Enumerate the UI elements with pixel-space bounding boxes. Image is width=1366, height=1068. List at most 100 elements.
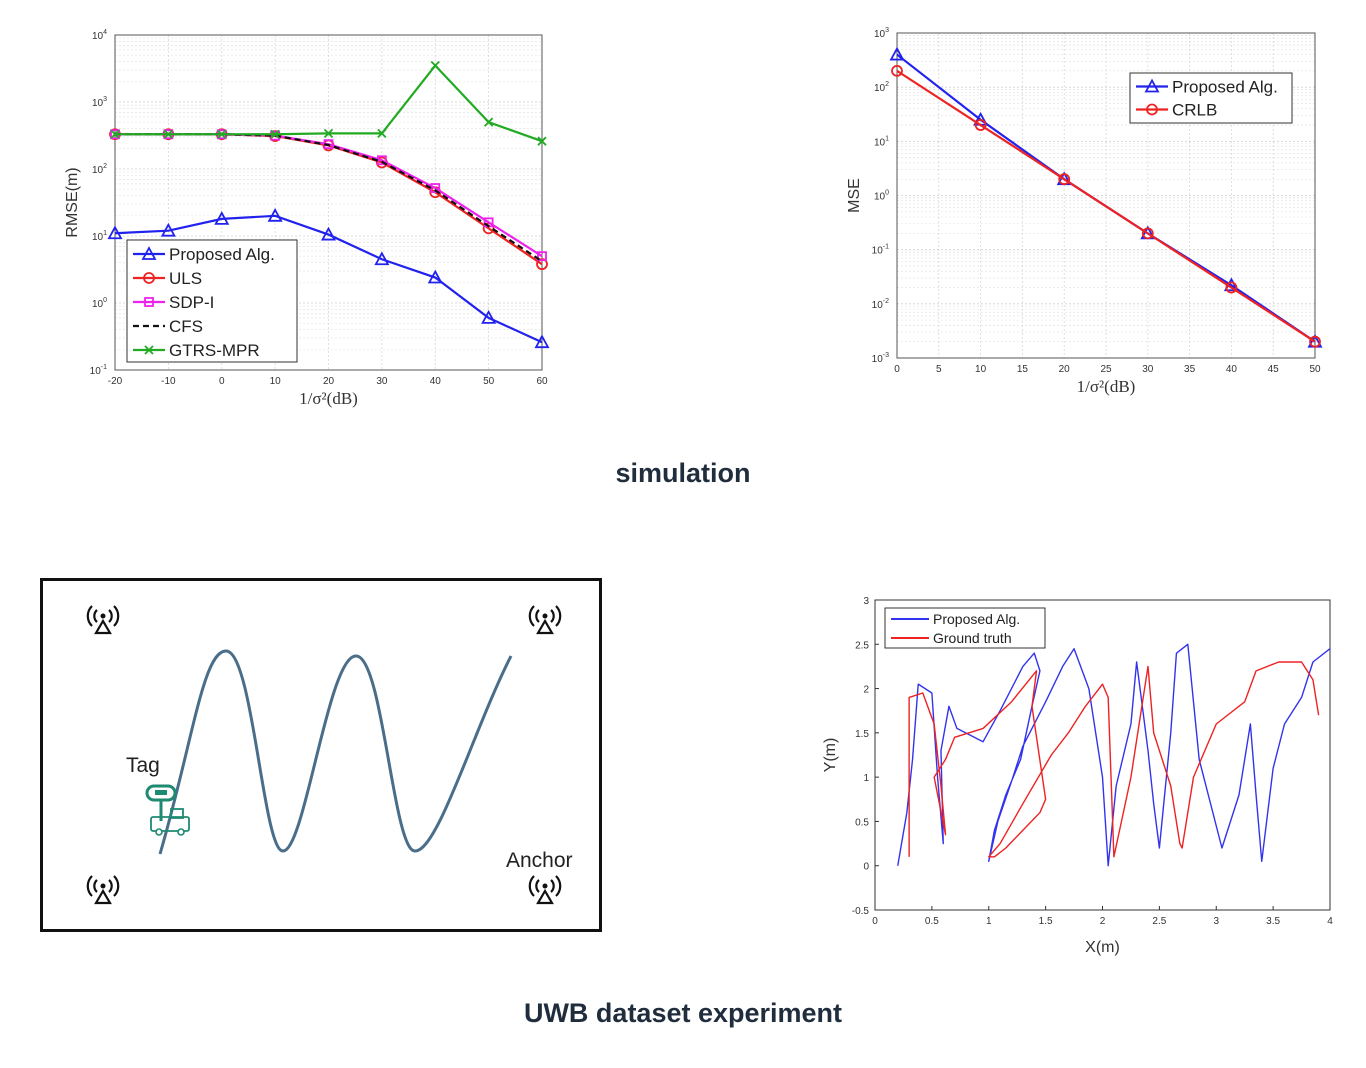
x-axis-label: X(m) — [1085, 939, 1120, 956]
y-tick-label: 0.5 — [855, 817, 869, 828]
x-tick-label: 0 — [872, 916, 878, 927]
y-tick-label: 10-1 — [90, 364, 107, 377]
y-tick-label: 103 — [92, 96, 107, 109]
data-point — [163, 129, 174, 139]
data-point — [430, 60, 440, 71]
y-tick-label: 10-1 — [872, 244, 889, 257]
data-point — [270, 129, 280, 139]
x-tick-label: 3 — [1213, 916, 1219, 927]
data-point — [427, 269, 443, 284]
y-axis-label: MSE — [846, 178, 863, 213]
x-tick-label: -10 — [161, 376, 176, 387]
y-tick-label: 102 — [92, 163, 107, 176]
y-tick-label: 100 — [92, 297, 107, 310]
y-tick-label: 1.5 — [855, 729, 869, 740]
data-point — [323, 128, 334, 139]
simulation-caption: simulation — [615, 458, 751, 488]
plot-frame — [896, 32, 1316, 359]
legend-marker — [141, 246, 157, 260]
mse-chart: 0 5 10 15 20 25 30 35 40 45 50 10-3 10-2 10-1 100 101 10… — [846, 27, 1323, 396]
y-tick-label: 101 — [874, 135, 889, 148]
series-line — [896, 69, 1316, 343]
legend-box — [1129, 72, 1293, 124]
legend-label: CRLB — [1172, 101, 1217, 120]
trajectory-curve — [158, 649, 513, 855]
legend-marker — [144, 297, 154, 307]
data-point — [537, 251, 547, 262]
x-tick-label: 20 — [1059, 364, 1071, 375]
x-tick-label: 0 — [894, 364, 900, 375]
data-point — [430, 183, 441, 193]
y-tick-label: 3 — [863, 596, 869, 607]
x-tick-label: 10 — [270, 376, 282, 387]
legend-marker — [1146, 103, 1158, 116]
legend-label: ULS — [169, 269, 202, 288]
y-tick-label: -0.5 — [852, 906, 870, 917]
data-point — [1058, 173, 1071, 186]
uwb-scene-diagram: Tag Anchor — [40, 578, 602, 932]
data-point — [974, 119, 987, 131]
tag-vehicle-icon — [145, 784, 190, 836]
legend-label: SDP-I — [169, 293, 214, 312]
x-tick-label: 4 — [1327, 916, 1333, 927]
x-tick-label: 10 — [975, 364, 987, 375]
wireless-anchor-icon — [86, 605, 120, 635]
legend-label: GTRS-MPR — [169, 341, 260, 360]
x-tick-label: 0.5 — [925, 916, 939, 927]
x-tick-label: 50 — [483, 376, 495, 387]
data-point — [1141, 227, 1154, 240]
wireless-anchor-icon — [86, 875, 120, 905]
data-point — [889, 46, 905, 61]
data-point — [374, 251, 390, 266]
x-tick-label: 40 — [1226, 364, 1238, 375]
x-tick-label: 50 — [1309, 364, 1321, 375]
legend-label: Proposed Alg. — [169, 245, 275, 264]
series-line — [114, 214, 543, 344]
data-point — [1225, 281, 1238, 294]
x-tick-label: -20 — [108, 376, 123, 387]
x-tick-label: 30 — [376, 376, 388, 387]
y-tick-label: 103 — [874, 27, 889, 40]
data-point — [110, 129, 120, 139]
plot-frame — [874, 599, 1331, 911]
x-tick-label: 2.5 — [1152, 916, 1166, 927]
legend-box — [884, 607, 1046, 649]
data-point — [891, 64, 903, 77]
legend-label: Ground truth — [933, 630, 1012, 646]
y-tick-label: 100 — [874, 190, 889, 203]
legend-label: Proposed Alg. — [1172, 78, 1278, 97]
x-tick-label: 45 — [1268, 364, 1280, 375]
data-point — [483, 117, 494, 127]
y-tick-label: 101 — [92, 230, 107, 243]
wireless-anchor-icon — [528, 605, 562, 635]
data-point — [1309, 335, 1321, 348]
x-tick-label: 60 — [536, 376, 548, 387]
uwb-experiment-caption: UWB dataset experiment — [523, 998, 843, 1028]
data-point — [107, 225, 123, 240]
y-tick-label: 102 — [874, 81, 889, 94]
data-point — [217, 129, 227, 139]
x-tick-label: 15 — [1017, 364, 1029, 375]
y-tick-label: 104 — [92, 29, 107, 42]
x-axis-label: 1/σ²(dB) — [1077, 377, 1136, 396]
data-point — [320, 226, 337, 241]
y-tick-label: 0 — [863, 862, 869, 873]
y-tick-label: 1 — [863, 773, 869, 784]
data-point — [160, 222, 176, 237]
data-point — [377, 128, 387, 139]
rmse-chart: -20 -10 0 10 20 30 40 50 60 10-1 100 101 102 103 104 1/… — [64, 29, 550, 408]
trajectory-chart: 0 0.5 1 1.5 2 2.5 3 3.5 4-0.500.511.522.53X(m)Y(… — [822, 596, 1333, 956]
data-point — [376, 155, 387, 166]
x-tick-label: 1 — [986, 916, 992, 927]
y-tick-label: 10-2 — [872, 298, 889, 311]
x-tick-label: 20 — [323, 376, 335, 387]
legend-label: CFS — [169, 317, 203, 336]
tag-label: Tag — [126, 754, 160, 777]
plot-frame — [114, 34, 543, 371]
legend-marker — [1144, 78, 1160, 93]
data-point — [481, 309, 497, 324]
x-tick-label: 2 — [1100, 916, 1106, 927]
y-tick-label: 2 — [863, 685, 869, 696]
x-tick-label: 3.5 — [1266, 916, 1280, 927]
y-tick-label: 2.5 — [855, 640, 869, 651]
